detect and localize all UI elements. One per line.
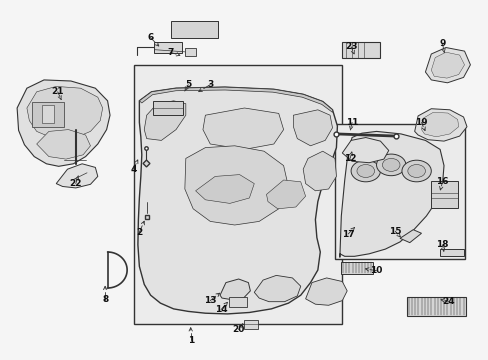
Polygon shape (266, 180, 305, 209)
Polygon shape (184, 146, 288, 225)
Text: 1: 1 (187, 336, 193, 345)
Polygon shape (27, 86, 102, 139)
Polygon shape (303, 151, 336, 191)
Circle shape (382, 158, 399, 171)
Bar (243, 320, 258, 329)
Text: 14: 14 (214, 305, 227, 314)
Bar (439, 249, 463, 256)
Text: 3: 3 (207, 80, 213, 89)
Bar (342, 42, 380, 58)
Polygon shape (144, 101, 185, 140)
Bar (228, 297, 247, 307)
Circle shape (376, 154, 405, 176)
Text: 24: 24 (442, 297, 454, 306)
Polygon shape (339, 131, 443, 257)
Bar (32, 102, 63, 127)
Circle shape (356, 165, 374, 177)
Bar (430, 181, 457, 208)
Bar (341, 262, 372, 274)
Polygon shape (17, 80, 110, 166)
Polygon shape (342, 138, 388, 163)
Bar (406, 297, 465, 316)
Polygon shape (139, 87, 332, 112)
Text: 18: 18 (435, 240, 448, 249)
Text: 12: 12 (343, 154, 356, 163)
Text: 7: 7 (166, 48, 173, 57)
Bar (134, 65, 342, 324)
Text: 8: 8 (102, 295, 108, 304)
Circle shape (401, 160, 430, 182)
Bar (154, 42, 182, 53)
Text: 4: 4 (130, 165, 137, 174)
Polygon shape (414, 109, 466, 141)
Text: 20: 20 (232, 325, 244, 334)
Text: 23: 23 (344, 42, 357, 51)
Text: 13: 13 (203, 296, 216, 305)
Bar (334, 124, 464, 259)
Polygon shape (195, 175, 254, 203)
Polygon shape (37, 130, 90, 159)
Text: 19: 19 (414, 118, 427, 127)
Polygon shape (305, 278, 346, 305)
Bar (41, 105, 54, 123)
Polygon shape (430, 52, 464, 78)
Text: 10: 10 (369, 266, 382, 275)
Polygon shape (254, 275, 300, 302)
Text: 5: 5 (185, 80, 191, 89)
Circle shape (407, 165, 425, 177)
Bar (171, 21, 217, 38)
Polygon shape (56, 164, 98, 188)
Polygon shape (220, 279, 250, 300)
Text: 16: 16 (435, 177, 448, 186)
Text: 11: 11 (345, 118, 358, 127)
Polygon shape (421, 112, 458, 137)
Polygon shape (425, 48, 469, 83)
Text: 17: 17 (341, 230, 354, 239)
Text: 9: 9 (438, 40, 445, 49)
Polygon shape (399, 230, 421, 243)
Polygon shape (293, 110, 332, 146)
Polygon shape (203, 108, 283, 149)
Bar (152, 101, 183, 115)
Text: 2: 2 (136, 228, 142, 237)
Text: 21: 21 (51, 87, 64, 96)
Text: 6: 6 (147, 33, 153, 42)
Text: 22: 22 (69, 179, 82, 188)
Polygon shape (138, 87, 337, 314)
Text: 15: 15 (388, 227, 401, 236)
Circle shape (350, 160, 380, 182)
Bar (184, 48, 195, 56)
